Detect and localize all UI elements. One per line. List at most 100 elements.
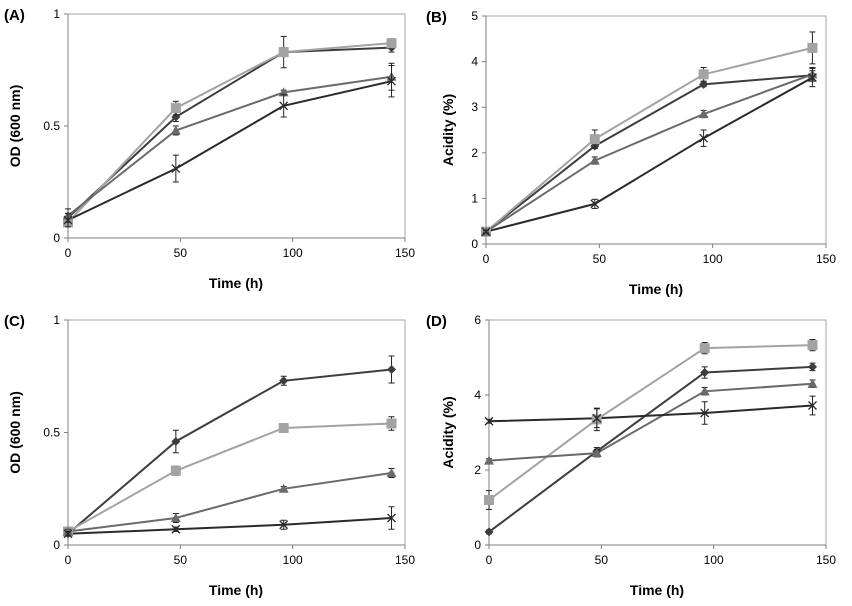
series-line-cross (67, 80, 392, 222)
data-point-triangle (484, 455, 494, 465)
data-point-cross (807, 73, 817, 83)
data-point-cross (700, 408, 710, 418)
y-tick-label: 4 (471, 55, 478, 69)
data-point-cross (279, 520, 289, 530)
y-tick-label: 2 (471, 146, 478, 160)
data-point-cross (699, 133, 709, 143)
y-tick-label: 0 (53, 231, 60, 245)
series-line-diamond (67, 46, 392, 219)
cross-stroke (481, 227, 491, 237)
cross-stroke (699, 133, 709, 143)
x-axis-title: Time (h) (209, 275, 263, 291)
data-point-square (278, 47, 289, 58)
y-tick-label: 0 (474, 538, 481, 552)
x-tick-label: 0 (486, 553, 493, 567)
data-point-cross (171, 164, 181, 174)
y-tick-label: 1 (53, 7, 60, 21)
panel-label: (C) (4, 313, 25, 330)
x-tick-label: 50 (593, 252, 607, 266)
y-axis-title: OD (600 nm) (7, 85, 23, 167)
cross-stroke (700, 408, 710, 418)
data-point-cross (63, 529, 73, 539)
data-point-cross (484, 416, 494, 426)
data-point-square (278, 423, 289, 433)
panel-label: (B) (426, 9, 447, 26)
data-point-square (807, 340, 818, 351)
data-point-diamond (484, 527, 494, 537)
x-axis-title: Time (h) (629, 281, 683, 297)
x-tick-label: 100 (283, 553, 303, 567)
data-point-cross (592, 413, 602, 423)
cross-stroke (63, 529, 73, 539)
cross-stroke (387, 76, 396, 86)
series-line-cross (488, 404, 813, 423)
panel-a: (A) 0 0.5 1 0 50 100 150 Time (h) OD (600 nm) (4, 7, 415, 291)
x-tick-label: 100 (703, 252, 723, 266)
series-line-square (67, 422, 392, 533)
cross-stroke (171, 164, 181, 174)
data-point-square (170, 465, 181, 476)
y-tick-label: 6 (474, 313, 481, 327)
y-tick-label: 1 (471, 191, 478, 205)
data-point-cross (481, 227, 491, 237)
data-point-diamond (699, 79, 709, 89)
data-point-square (698, 69, 709, 80)
data-point-square (170, 103, 181, 114)
data-point-cross (808, 401, 817, 410)
cross-stroke (171, 524, 181, 534)
plot-frame (67, 13, 406, 239)
cross-stroke (592, 413, 602, 423)
x-tick-label: 100 (283, 246, 303, 260)
data-point-cross (63, 215, 73, 225)
x-tick-label: 150 (816, 252, 836, 266)
y-tick-label: 2 (474, 463, 481, 477)
x-tick-label: 50 (595, 553, 609, 567)
series-line-square (485, 46, 813, 233)
data-point-square (807, 42, 818, 53)
x-tick-label: 50 (174, 553, 188, 567)
x-tick-label: 150 (395, 553, 415, 567)
x-tick-label: 0 (65, 246, 72, 260)
data-point-square (386, 418, 397, 429)
data-point-triangle (278, 483, 289, 493)
y-axis-title: Acidity (%) (440, 94, 456, 166)
series-line-diamond (485, 74, 813, 233)
y-tick-label: 0.5 (43, 119, 60, 133)
data-point-cross (590, 199, 600, 209)
cross-stroke (807, 73, 817, 83)
series-line-diamond (488, 365, 813, 533)
data-point-square (386, 38, 397, 49)
data-point-square (484, 495, 494, 505)
y-tick-label: 0.5 (43, 426, 60, 440)
data-point-triangle (170, 513, 181, 522)
data-point-triangle (589, 155, 600, 165)
plot-frame (67, 319, 406, 546)
y-tick-label: 0 (53, 538, 60, 552)
data-point-triangle (170, 125, 181, 135)
data-point-diamond (279, 376, 289, 386)
x-axis-title: Time (h) (209, 582, 263, 598)
x-tick-label: 50 (174, 246, 188, 260)
x-axis-title: Time (h) (630, 582, 684, 598)
y-axis-title: OD (600 nm) (7, 391, 23, 473)
plot-frame (485, 15, 827, 245)
cross-stroke (63, 215, 73, 225)
y-tick-label: 1 (53, 313, 60, 327)
plot-frame (488, 319, 827, 546)
series-line-triangle (67, 472, 392, 533)
cross-stroke (808, 401, 817, 410)
series-line-cross (67, 517, 392, 535)
series-line-square (488, 344, 813, 501)
data-point-square (699, 343, 710, 354)
x-tick-label: 100 (704, 553, 724, 567)
x-tick-label: 0 (65, 553, 72, 567)
data-point-triangle (698, 109, 709, 119)
x-tick-label: 0 (483, 252, 490, 266)
series-line-triangle (488, 382, 813, 462)
x-tick-label: 150 (395, 246, 415, 260)
panel-c: (C) 0 0.5 1 0 50 100 150 Time (h) OD (600 nm) (4, 313, 415, 598)
panel-d: (D) 0 2 4 6 0 50 100 150 Time (h) Acidity (%) (426, 313, 836, 598)
data-point-diamond (700, 368, 710, 377)
data-point-cross (387, 513, 396, 523)
